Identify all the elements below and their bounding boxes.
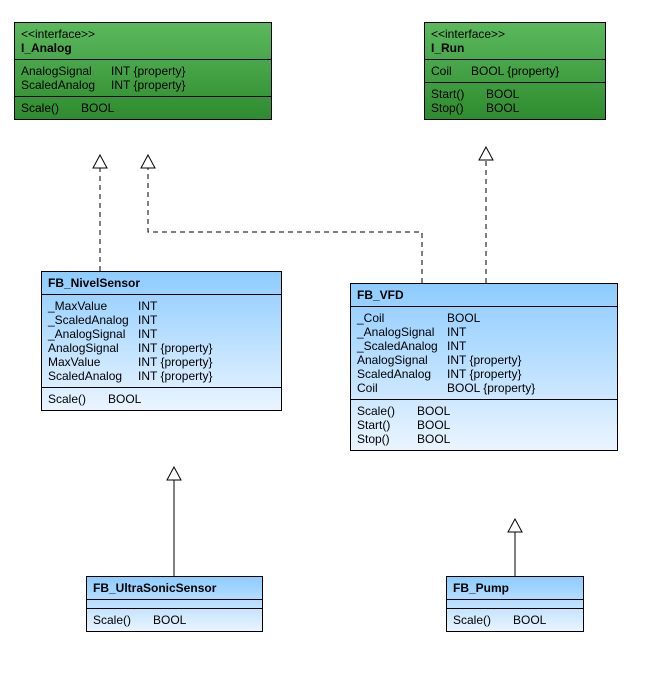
attributes: _MaxValueINT _ScaledAnalogINT _AnalogSig…	[42, 295, 281, 388]
operations: Start()BOOL Stop()BOOL	[425, 83, 605, 119]
class-fb-vfd: FB_VFD _CoilBOOL _AnalogSignalINT _Scale…	[350, 283, 618, 451]
class-fb-nivelsensor: FB_NivelSensor _MaxValueINT _ScaledAnalo…	[41, 271, 282, 411]
operations: Scale()BOOL	[42, 388, 281, 410]
class-fb-pump: FB_Pump Scale()BOOL	[446, 576, 584, 632]
title: FB_VFD	[357, 288, 404, 302]
operations: Scale()BOOL	[15, 97, 271, 119]
title: I_Run	[431, 41, 464, 55]
title: FB_Pump	[453, 581, 509, 595]
title: FB_UltraSonicSensor	[93, 581, 216, 595]
attributes: CoilBOOL {property}	[425, 60, 605, 83]
title: FB_NivelSensor	[48, 276, 140, 290]
interface-i-analog: <<interface>> I_Analog AnalogSignalINT {…	[14, 22, 272, 120]
interface-i-run: <<interface>> I_Run CoilBOOL {property} …	[424, 22, 606, 120]
operations: Scale()BOOL	[87, 609, 262, 631]
operations: Scale()BOOL	[447, 609, 583, 631]
attributes: AnalogSignalINT {property} ScaledAnalogI…	[15, 60, 271, 97]
operations: Scale()BOOL Start()BOOL Stop()BOOL	[351, 400, 617, 450]
attributes	[87, 600, 262, 609]
attributes	[447, 600, 583, 609]
stereotype: <<interface>>	[21, 27, 265, 41]
title: I_Analog	[21, 41, 72, 55]
class-fb-ultrasonicsensor: FB_UltraSonicSensor Scale()BOOL	[86, 576, 263, 632]
attributes: _CoilBOOL _AnalogSignalINT _ScaledAnalog…	[351, 307, 617, 400]
stereotype: <<interface>>	[431, 27, 599, 41]
